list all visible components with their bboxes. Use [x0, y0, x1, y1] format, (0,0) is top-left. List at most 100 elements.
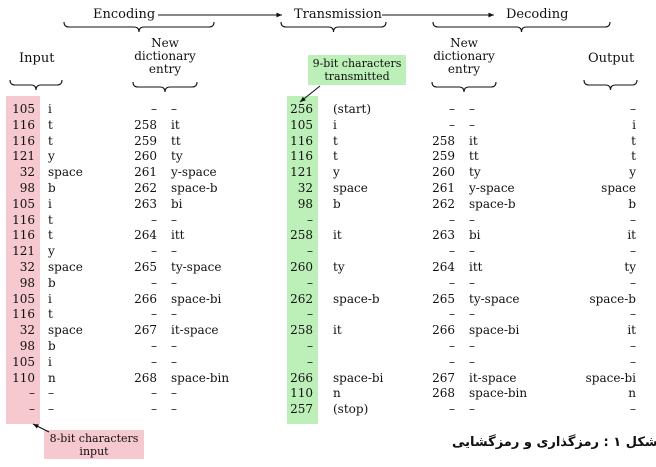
cell-enc-code: –	[151, 244, 157, 259]
cell-enc-entry: –	[171, 102, 177, 116]
enc-dict-header-line1: New	[151, 36, 179, 50]
cell-out: it	[627, 323, 636, 338]
cell-dec-code: –	[449, 307, 455, 322]
dec-dict-header-line1: New	[450, 36, 478, 50]
cell-enc-entry: –	[171, 212, 177, 227]
cell-enc-code: –	[151, 102, 157, 116]
cell-in-char: i	[48, 102, 52, 116]
eight-bit-pointer-arrow-head	[33, 424, 39, 429]
cell-in-code: 116	[12, 133, 35, 148]
cell-dec-entry: it	[469, 133, 478, 148]
cell-in-char: –	[48, 386, 54, 401]
cell-in-char: n	[48, 370, 56, 385]
cell-in-code: 32	[19, 165, 35, 180]
cell-dec-code: 260	[432, 165, 455, 180]
cell-in-code: 32	[19, 323, 35, 338]
cell-out: space-bi	[585, 370, 636, 385]
cell-out: –	[630, 212, 636, 227]
cell-in-char: i	[48, 196, 52, 211]
cell-tx-code: 257	[290, 402, 313, 417]
cell-enc-code: 265	[134, 260, 157, 274]
enc-dict-header-line3: entry	[148, 62, 182, 76]
cell-dec-code: 268	[432, 386, 455, 401]
cell-dec-code: 263	[432, 228, 455, 243]
dec-dict-brace	[431, 81, 497, 93]
cell-in-char: b	[48, 181, 56, 195]
cell-tx-code: –	[307, 339, 313, 353]
transmission-band	[287, 96, 318, 424]
cell-enc-entry: ty	[171, 149, 183, 164]
cell-tx-code: –	[307, 275, 313, 290]
cell-in-code: 32	[19, 260, 35, 274]
cell-out: ty	[624, 260, 636, 274]
cell-out: –	[630, 275, 636, 290]
cell-dec-code: –	[449, 244, 455, 259]
cell-tx-code: –	[307, 212, 313, 227]
cell-enc-code: –	[151, 275, 157, 290]
cell-dec-code: 259	[432, 149, 455, 164]
stage-transmission: Transmission	[294, 7, 382, 22]
cell-in-code: 105	[12, 354, 35, 369]
cell-out: –	[630, 339, 636, 353]
cell-enc-entry: it	[171, 117, 180, 132]
cell-out: n	[628, 386, 636, 401]
cell-enc-code: 264	[134, 228, 157, 243]
cell-in-char: –	[48, 402, 54, 417]
cell-tx-code: 32	[297, 181, 313, 195]
cell-out: t	[631, 133, 636, 148]
cell-in-code: 116	[12, 228, 35, 243]
cell-dec-code: –	[449, 117, 455, 132]
cell-in-code: 105	[12, 102, 35, 116]
cell-in-code: –	[29, 386, 35, 401]
transmission-brace	[280, 21, 387, 33]
cell-in-char: i	[48, 354, 52, 369]
cell-tx-code: –	[307, 307, 313, 322]
input-col-brace	[9, 79, 63, 91]
cell-enc-entry: space-b	[171, 181, 218, 195]
cell-enc-code: 268	[134, 370, 157, 385]
transmission-to-decoding-arrow-head	[488, 12, 494, 18]
cell-enc-code: –	[151, 386, 157, 401]
cell-enc-entry: –	[171, 339, 177, 353]
cell-enc-entry: tt	[171, 133, 181, 148]
cell-in-char: b	[48, 339, 56, 353]
cell-dec-entry: –	[469, 402, 475, 417]
nine-bit-callout-line2: transmitted	[324, 70, 390, 83]
cell-dec-entry: tt	[469, 149, 479, 164]
cell-dec-code: 258	[432, 133, 455, 148]
cell-enc-entry: –	[171, 402, 177, 417]
cell-out: space-b	[589, 291, 636, 306]
cell-tx-code: 266	[290, 370, 313, 385]
cell-enc-code: –	[151, 212, 157, 227]
cell-dec-entry: –	[469, 212, 475, 227]
cell-tx-code: 262	[290, 291, 313, 306]
cell-in-char: y	[48, 244, 55, 259]
cell-dec-entry: space-bi	[469, 323, 520, 338]
cell-tx-code: 256	[290, 102, 313, 116]
cell-dec-code: 267	[432, 370, 455, 385]
cell-dec-entry: –	[469, 275, 475, 290]
cell-enc-entry: space-bin	[171, 370, 230, 385]
cell-in-code: 98	[19, 275, 35, 290]
figure-caption: شکل ۱ : رمزگذاری و رمزگشایی	[452, 435, 656, 450]
cell-tx-text: n	[333, 386, 341, 401]
stage-decoding: Decoding	[506, 7, 569, 22]
cell-tx-code: 258	[290, 228, 313, 243]
cell-dec-entry: space-bin	[469, 386, 528, 401]
cell-dec-code: –	[449, 339, 455, 353]
cell-in-char: t	[48, 117, 53, 132]
cell-out: –	[630, 244, 636, 259]
cell-tx-text: y	[333, 165, 340, 180]
cell-in-char: space	[48, 165, 83, 180]
cell-enc-entry: –	[171, 386, 177, 401]
cell-enc-code: –	[151, 354, 157, 369]
cell-enc-entry: space-bi	[171, 291, 222, 306]
nine-bit-pointer-arrow-head	[300, 96, 306, 102]
cell-enc-code: –	[151, 402, 157, 417]
cell-in-char: t	[48, 228, 53, 243]
cell-enc-code: 259	[134, 133, 157, 148]
cell-in-char: t	[48, 212, 53, 227]
cell-dec-code: 265	[432, 291, 455, 306]
